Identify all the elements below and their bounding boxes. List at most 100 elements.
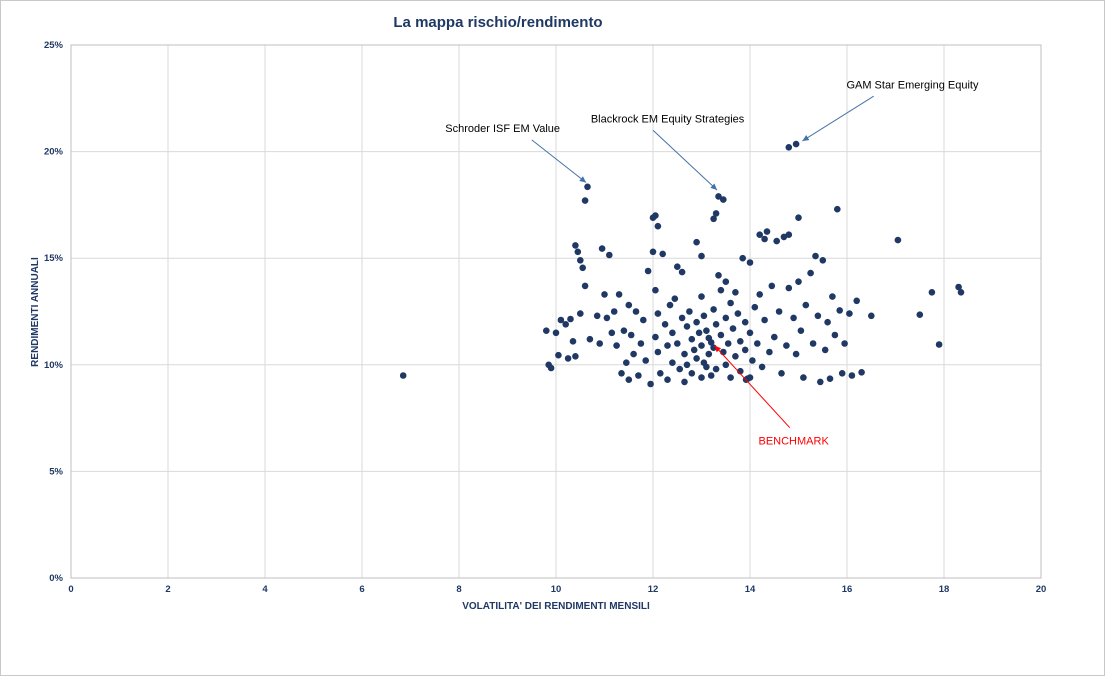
x-axis-title: VOLATILITA' DEI RENDIMENTI MENSILI bbox=[462, 601, 650, 612]
plot-border bbox=[70, 44, 1042, 579]
scatter-point bbox=[737, 367, 744, 375]
scatter-point bbox=[676, 365, 683, 373]
annotation-arrow bbox=[802, 95, 874, 142]
scatter-point bbox=[826, 375, 834, 383]
scatter-point bbox=[703, 327, 710, 335]
scatter-point bbox=[598, 245, 606, 252]
scatter-point bbox=[829, 293, 836, 300]
scatter-point bbox=[603, 314, 611, 322]
annotation-label: BENCHMARK bbox=[759, 435, 830, 447]
scatter-point bbox=[703, 363, 710, 371]
scatter-point bbox=[606, 251, 613, 259]
scatter-point bbox=[642, 357, 649, 364]
y-tick-label: 15% bbox=[44, 253, 64, 264]
scatter-point bbox=[778, 370, 785, 377]
scatter-point bbox=[664, 342, 671, 349]
axis-tick-labels: 0 2 4 6 8 10 12 14 16 18 20 0% 5% 10% 15% 20% 25% bbox=[44, 40, 1046, 595]
scatter-point bbox=[678, 314, 686, 322]
scatter-point bbox=[802, 301, 810, 309]
scatter-point bbox=[817, 378, 824, 386]
scatter-point bbox=[846, 310, 853, 317]
scatter-point bbox=[593, 312, 601, 320]
scatter-point bbox=[649, 248, 657, 256]
scatter-point bbox=[688, 335, 696, 343]
scatter-point bbox=[809, 340, 817, 347]
scatter-point bbox=[773, 237, 780, 245]
scatter-point bbox=[722, 361, 730, 369]
scatter-point bbox=[625, 301, 633, 309]
scatter-point bbox=[613, 342, 620, 349]
scatter-point bbox=[647, 380, 654, 388]
y-tick-label: 5% bbox=[49, 466, 63, 477]
scatter-point bbox=[749, 357, 756, 364]
scatter-point bbox=[674, 340, 681, 347]
scatter-point bbox=[693, 238, 700, 246]
scatter-point bbox=[698, 342, 705, 349]
scatter-point bbox=[957, 289, 965, 296]
scatter-point bbox=[758, 363, 766, 371]
scatter-point bbox=[630, 350, 637, 358]
x-tick-label: 4 bbox=[262, 584, 268, 595]
scatter-point bbox=[790, 314, 797, 322]
scatter-point bbox=[771, 333, 778, 341]
scatter-point bbox=[627, 331, 635, 339]
y-axis-title: RENDIMENTI ANNUALI bbox=[30, 257, 41, 367]
y-tick-label: 0% bbox=[49, 573, 63, 584]
scatter-point bbox=[838, 370, 846, 377]
scatter-point bbox=[637, 340, 645, 347]
annotation-arrow bbox=[714, 345, 791, 429]
scatter-point bbox=[707, 372, 715, 379]
scatter-point bbox=[623, 359, 630, 367]
y-tick-label: 20% bbox=[44, 147, 64, 158]
scatter-point bbox=[574, 248, 582, 256]
scatter-point bbox=[858, 369, 865, 376]
scatter-point bbox=[698, 293, 705, 300]
scatter-point bbox=[737, 338, 744, 345]
scatter-point bbox=[644, 267, 652, 275]
scatter-point bbox=[720, 196, 727, 203]
scatter-point bbox=[596, 340, 603, 347]
scatter-point bbox=[785, 284, 793, 292]
scatter-point bbox=[746, 329, 754, 337]
annotation-arrowhead bbox=[714, 345, 722, 353]
scatter-point bbox=[686, 308, 693, 315]
y-tick-label: 25% bbox=[44, 40, 64, 51]
scatter-point bbox=[853, 297, 860, 305]
scatter-point bbox=[710, 306, 717, 313]
scatter-point bbox=[935, 341, 943, 348]
scatter-point bbox=[584, 183, 591, 191]
scatter-point bbox=[868, 312, 875, 320]
scatter-point bbox=[654, 222, 662, 230]
scatter-point bbox=[848, 372, 856, 379]
scatter-point bbox=[734, 310, 742, 317]
annotation-arrow bbox=[652, 129, 718, 191]
scatter-point bbox=[732, 353, 739, 360]
scatter-point bbox=[577, 310, 584, 317]
scatter-point bbox=[821, 346, 829, 354]
scatter-point bbox=[797, 327, 805, 335]
x-tick-label: 2 bbox=[165, 584, 170, 595]
scatter-point bbox=[618, 370, 625, 377]
scatter-point bbox=[783, 342, 790, 349]
scatter-point bbox=[661, 321, 669, 328]
scatter-point bbox=[608, 329, 616, 337]
scatter-point bbox=[724, 340, 732, 347]
scatter-point bbox=[579, 264, 586, 272]
scatter-point bbox=[625, 376, 633, 384]
scatter-point bbox=[669, 359, 676, 367]
scatter-point bbox=[707, 339, 715, 346]
scatter-point bbox=[928, 289, 936, 296]
scatter-point bbox=[555, 351, 562, 359]
scatter-point bbox=[775, 308, 783, 315]
scatter-point bbox=[683, 361, 691, 369]
scatter-point bbox=[569, 338, 577, 345]
scatter-point bbox=[640, 316, 647, 324]
scatter-point bbox=[698, 374, 705, 381]
scatter-point bbox=[671, 295, 679, 303]
x-tick-label: 20 bbox=[1036, 584, 1047, 595]
scatter-point bbox=[543, 327, 550, 335]
x-tick-label: 16 bbox=[842, 584, 853, 595]
scatter-point bbox=[785, 231, 793, 238]
scatter-point bbox=[683, 323, 691, 330]
